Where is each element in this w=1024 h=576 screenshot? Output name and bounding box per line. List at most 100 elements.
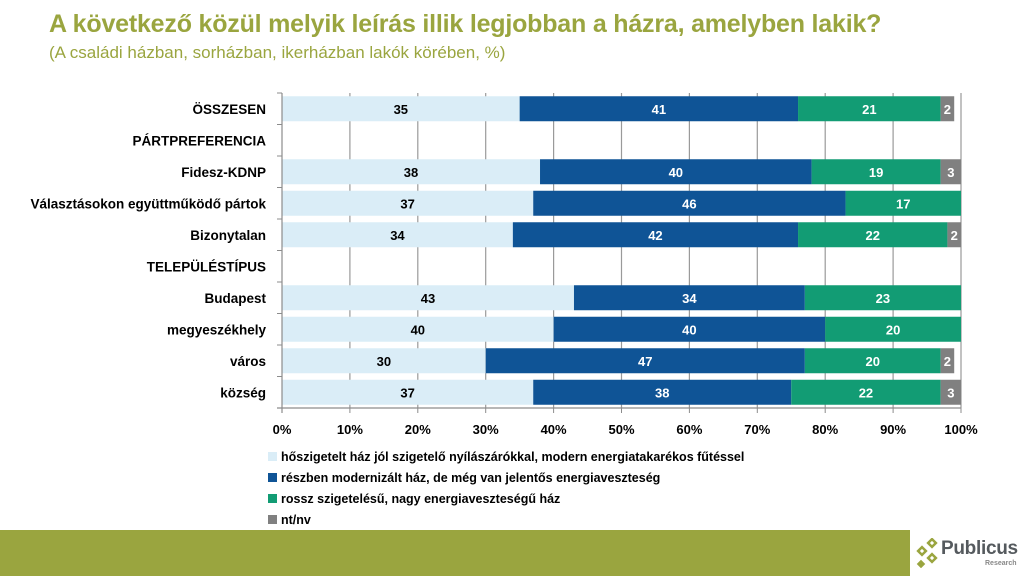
bar-segment — [845, 190, 961, 216]
bar-segment — [947, 222, 961, 248]
category-label: PÁRTPREFERENCIA — [132, 133, 266, 148]
data-label: 37 — [400, 196, 414, 211]
data-label: 43 — [421, 291, 435, 306]
data-label: 41 — [652, 102, 666, 117]
x-tick-label: 80% — [812, 422, 838, 437]
data-label: 38 — [404, 165, 418, 180]
x-tick-label: 30% — [473, 422, 499, 437]
category-labels: ÖSSZESEN PÁRTPREFERENCIA Fidesz-KDNP Válasz… — [30, 102, 266, 401]
logo-diamonds-icon — [916, 538, 938, 568]
bar-segment — [798, 222, 948, 248]
x-tick-label: 100% — [944, 422, 978, 437]
bar-segment — [573, 285, 805, 311]
data-label: 40 — [669, 165, 683, 180]
category-label: TELEPÜLÉSTÍPUS — [147, 259, 266, 274]
data-label: 20 — [886, 322, 900, 337]
bar-segment — [282, 285, 574, 311]
data-label: 42 — [648, 228, 662, 243]
bar-segment — [282, 222, 513, 248]
bar-segment — [940, 159, 961, 185]
data-label: 2 — [951, 228, 958, 243]
axes — [277, 92, 962, 413]
data-label: 22 — [859, 385, 873, 400]
data-label: 20 — [865, 354, 879, 369]
legend-swatch — [268, 494, 277, 503]
data-label: 47 — [638, 354, 652, 369]
logo-name: Publicus — [941, 538, 1018, 559]
chart-title: A következő közül melyik leírás illik le… — [49, 10, 882, 38]
x-tick-labels: 0% 10% 20% 30% 40% 50% 60% 70% 80% 90% 100% — [273, 422, 978, 437]
data-label: 21 — [862, 102, 876, 117]
x-tick-label: 20% — [405, 422, 431, 437]
legend-item: nt/nv — [268, 509, 744, 530]
category-label: Választásokon együttműködő pártok — [30, 196, 266, 211]
x-tick-label: 70% — [744, 422, 770, 437]
bar-segment — [282, 316, 554, 342]
bar-segment — [825, 316, 961, 342]
data-label: 30 — [377, 354, 391, 369]
bar-segment — [519, 96, 799, 122]
bar-segment — [533, 190, 846, 216]
bar-segment — [940, 379, 961, 405]
x-tick-label: 60% — [676, 422, 702, 437]
data-label: 17 — [896, 196, 910, 211]
bar-segment — [791, 379, 941, 405]
data-label: 2 — [944, 102, 951, 117]
bar-segment — [282, 159, 541, 185]
bar-segment — [512, 222, 799, 248]
legend-label: rossz szigetelésű, nagy energiaveszteség… — [281, 491, 561, 506]
legend-item: rossz szigetelésű, nagy energiaveszteség… — [268, 488, 744, 509]
bar-segment — [940, 96, 955, 122]
legend-label: részben modernizált ház, de még van jele… — [281, 470, 661, 485]
bar-segment — [804, 285, 961, 311]
legend-label: nt/nv — [281, 512, 311, 527]
legend-swatch — [268, 515, 277, 524]
bar-segment — [811, 159, 941, 185]
legend: hőszigetelt ház jól szigetelő nyílászáró… — [268, 446, 744, 530]
bar-segment — [533, 379, 792, 405]
bar-segment — [540, 159, 812, 185]
data-label: 40 — [682, 322, 696, 337]
x-tick-label: 0% — [273, 422, 292, 437]
logo-sub: Research — [985, 560, 1017, 567]
legend-item: hőszigetelt ház jól szigetelő nyílászáró… — [268, 446, 744, 467]
data-label: 3 — [947, 165, 954, 180]
footer-bar — [0, 530, 910, 576]
category-label: ÖSSZESEN — [192, 102, 266, 117]
data-label: 23 — [876, 291, 890, 306]
legend-label: hőszigetelt ház jól szigetelő nyílászáró… — [281, 449, 745, 464]
legend-swatch — [268, 473, 277, 482]
data-label: 3 — [947, 385, 954, 400]
data-label: 38 — [655, 385, 669, 400]
category-label: község — [220, 385, 266, 400]
bar-segment — [553, 316, 826, 342]
data-label: 35 — [394, 102, 408, 117]
x-tick-label: 50% — [608, 422, 634, 437]
legend-item: részben modernizált ház, de még van jele… — [268, 467, 744, 488]
data-label: 46 — [682, 196, 696, 211]
bar-segment — [798, 96, 941, 122]
bar-segment — [282, 379, 534, 405]
category-label: Budapest — [204, 291, 266, 306]
data-label: 22 — [865, 228, 879, 243]
bar-segment — [804, 348, 941, 374]
data-label: 40 — [411, 322, 425, 337]
bar-segment — [485, 348, 805, 374]
category-label: megyeszékhely — [167, 322, 267, 337]
bar-segment — [282, 348, 486, 374]
category-label: város — [230, 354, 266, 369]
category-label: Bizonytalan — [190, 228, 266, 243]
x-tick-label: 10% — [337, 422, 363, 437]
category-label: Fidesz-KDNP — [181, 165, 266, 180]
chart-subtitle: (A családi házban, sorházban, ikerházban… — [49, 43, 506, 62]
legend-swatch — [268, 452, 277, 461]
data-label: 19 — [869, 165, 883, 180]
bar-segment — [282, 96, 520, 122]
bar-segment — [282, 190, 534, 216]
x-tick-label: 90% — [880, 422, 906, 437]
bar-segment — [940, 348, 955, 374]
data-label: 2 — [944, 354, 951, 369]
data-label: 34 — [390, 228, 405, 243]
